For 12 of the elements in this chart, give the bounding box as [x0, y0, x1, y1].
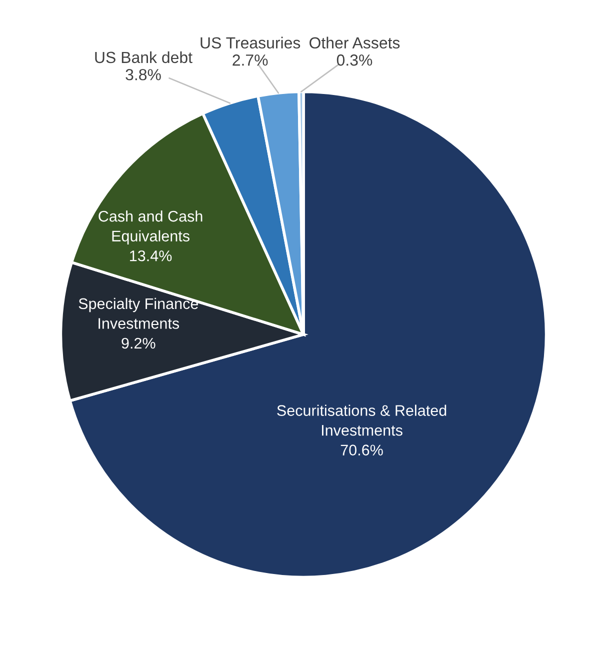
data-label: 3.8%	[126, 69, 161, 80]
slice-label: US Bank debt	[95, 51, 192, 64]
slice-label: Specialty Finance Investments	[78, 298, 198, 329]
slice-label: Cash and Cash Equivalents	[98, 210, 202, 244]
data-label: 9.2%	[122, 338, 156, 349]
data-label: 70.6%	[340, 444, 383, 456]
slice-label: Other Assets	[310, 36, 400, 49]
slice-label: Securitisations & Related Investments	[277, 404, 446, 436]
data-label: 2.7%	[232, 54, 268, 66]
slice-label: US Treasuries	[200, 36, 300, 49]
data-label: 13.4%	[130, 250, 172, 262]
data-label: 0.3%	[336, 54, 372, 66]
